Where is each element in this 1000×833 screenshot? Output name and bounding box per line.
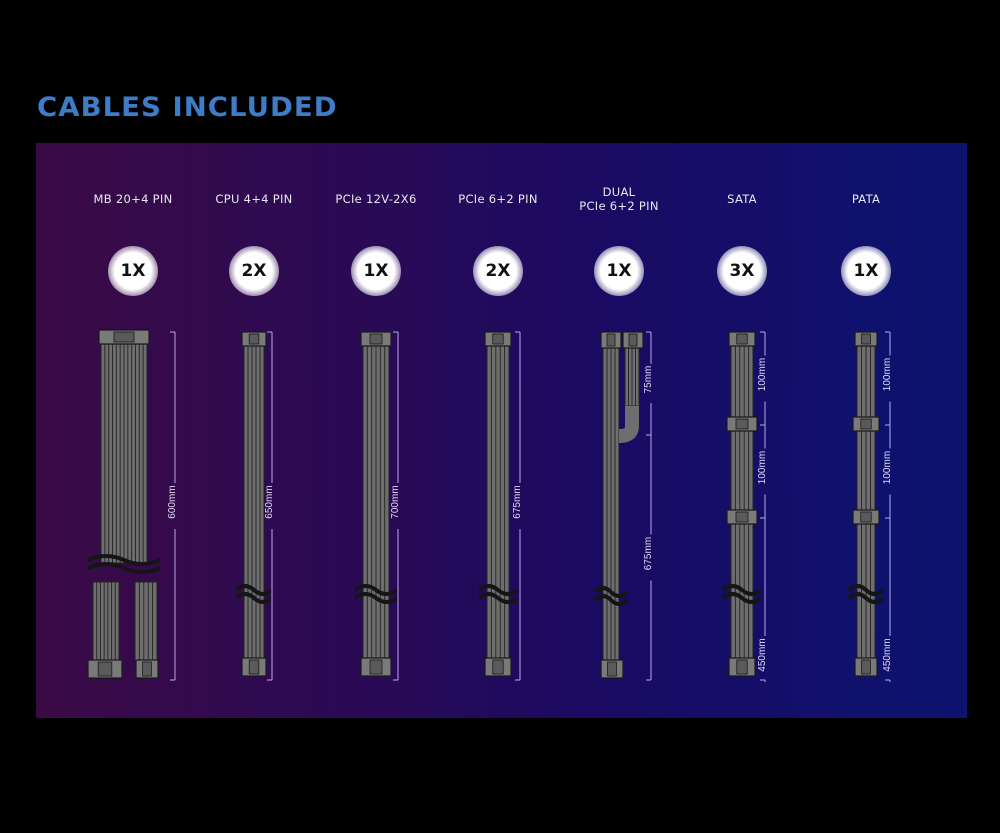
- segment-length: 450mm: [757, 638, 768, 671]
- cable-pcie: [477, 331, 519, 677]
- segment-length: 675mm: [512, 485, 523, 518]
- cable-label: PATA: [851, 192, 881, 206]
- dimension-lines: 650mm: [264, 331, 275, 681]
- cable-mb: [87, 329, 161, 679]
- quantity-badge: 2X: [473, 246, 523, 296]
- segment-length: 600mm: [167, 485, 178, 518]
- dimension-lines: 100mm 100mm 450mm: [882, 331, 893, 682]
- quantity-badge: 2X: [229, 246, 279, 296]
- segment-length: 450mm: [882, 638, 893, 671]
- segment-length: 100mm: [882, 358, 893, 391]
- segment-length: 675mm: [643, 537, 654, 570]
- cable-dual: [593, 331, 644, 679]
- cables-panel: MB 20+4 PIN 1X CPU 4+4 PIN 2X PCIe 12V-2X6 1X…: [36, 143, 967, 718]
- dimension-lines: 75mm 675mm: [643, 331, 654, 681]
- dimension-lines: 100mm 100mm 450mm: [757, 331, 768, 682]
- cable-cpu: [234, 331, 274, 677]
- cable-12v: [353, 331, 399, 677]
- cable-label: PCIe 6+2 PIN: [458, 192, 538, 206]
- quantity-badge: 1X: [108, 246, 158, 296]
- cable-label: MB 20+4 PIN: [93, 192, 173, 206]
- dimension-lines: 700mm: [390, 331, 401, 681]
- quantity-badge: 1X: [841, 246, 891, 296]
- segment-length: 75mm: [643, 366, 654, 394]
- cable-pata: [847, 331, 885, 677]
- cable-label: SATA: [727, 192, 757, 206]
- quantity-badge: 1X: [351, 246, 401, 296]
- segment-length: 100mm: [882, 451, 893, 484]
- cable-illustrations: 600mm 650mm 700mm 675mm 75mm 675mm 100mm 100mm 4…: [87, 329, 893, 682]
- cable-label: PCIe 12V-2X6: [335, 192, 417, 206]
- cable-sata: [721, 331, 763, 677]
- dimension-lines: 675mm: [512, 331, 523, 681]
- segment-length: 100mm: [757, 451, 768, 484]
- cable-label: CPU 4+4 PIN: [215, 192, 293, 206]
- cable-label: DUAL PCIe 6+2 PIN: [579, 185, 659, 213]
- quantity-badge: 3X: [717, 246, 767, 296]
- segment-length: 650mm: [264, 485, 275, 518]
- page-title: CABLES INCLUDED: [37, 92, 338, 123]
- dimension-lines: 600mm: [167, 331, 178, 681]
- quantity-badge: 1X: [594, 246, 644, 296]
- segment-length: 700mm: [390, 485, 401, 518]
- segment-length: 100mm: [757, 358, 768, 391]
